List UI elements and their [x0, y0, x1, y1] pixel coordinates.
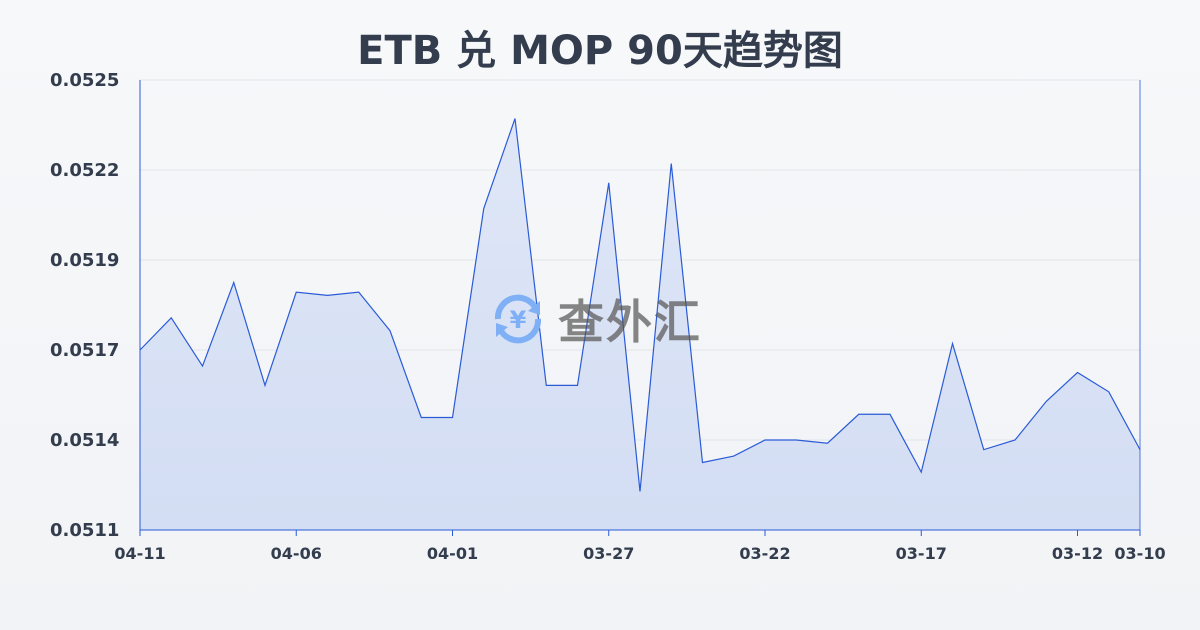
x-tick-label: 03-12	[1052, 544, 1103, 563]
x-tick-label: 03-17	[896, 544, 947, 563]
watermark-text: 查外汇	[558, 295, 702, 349]
x-tick-label: 04-06	[271, 544, 322, 563]
y-tick-label: 0.0511	[50, 520, 119, 541]
x-tick-label: 04-11	[114, 544, 165, 563]
y-tick-label: 0.0514	[50, 430, 119, 451]
y-tick-label: 0.0522	[50, 160, 119, 181]
chart-title: ETB 兑 MOP 90天趋势图	[357, 28, 843, 74]
y-tick-label: 0.0517	[50, 340, 119, 361]
x-tick-label: 03-27	[583, 544, 634, 563]
y-tick-label: 0.0519	[50, 250, 119, 271]
y-tick-label: 0.0525	[50, 70, 119, 91]
svg-text:¥: ¥	[510, 306, 527, 334]
x-tick-label: 04-01	[427, 544, 478, 563]
yen-exchange-icon: ¥	[494, 294, 542, 344]
x-tick-label: 03-10	[1114, 544, 1165, 563]
x-tick-label: 03-22	[739, 544, 790, 563]
watermark: ¥ 查外汇	[488, 286, 702, 352]
area-fill	[140, 118, 1140, 531]
